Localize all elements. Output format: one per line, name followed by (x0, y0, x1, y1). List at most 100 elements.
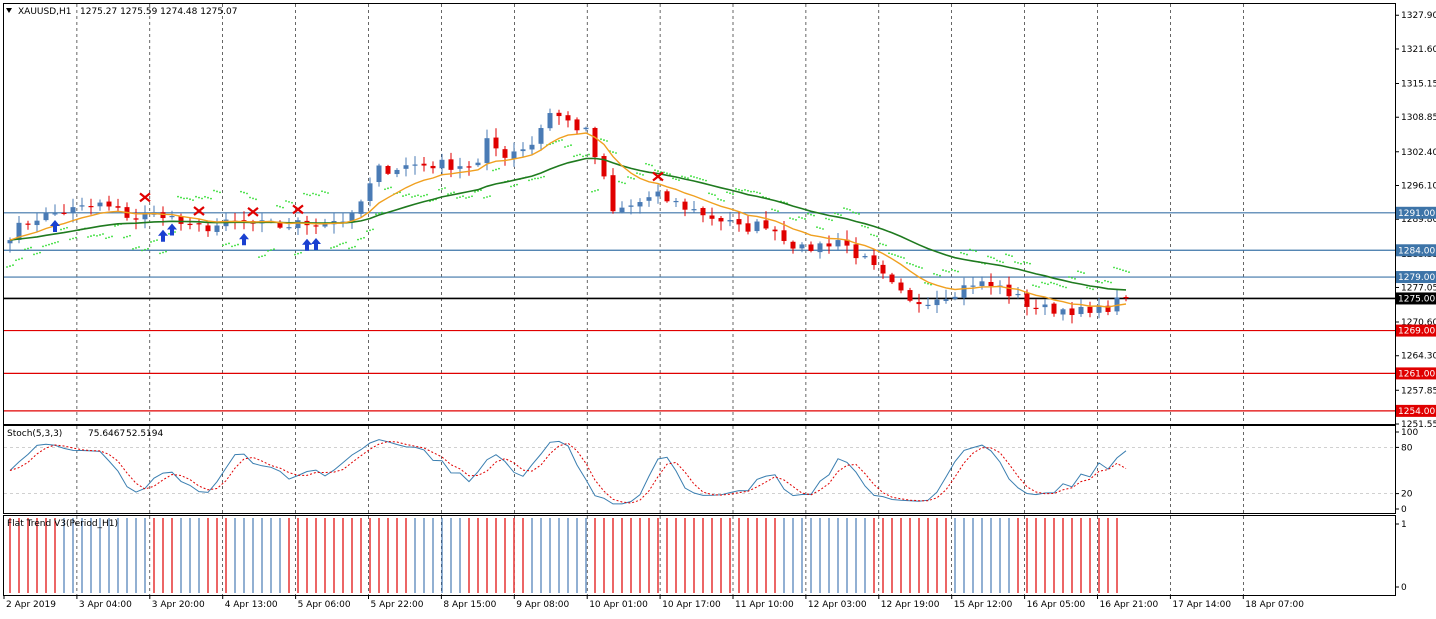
sell-cross-icon (292, 204, 304, 215)
psar-dot (588, 153, 590, 156)
signal-arrows (50, 171, 664, 251)
psar-dot (318, 194, 320, 197)
psar-dot (1074, 277, 1076, 280)
psar-dot (798, 216, 800, 219)
candle-body (556, 112, 562, 117)
psar-dot (255, 198, 257, 201)
psar-dot (198, 196, 200, 199)
x-tick-label: 16 Apr 21:00 (1100, 600, 1159, 610)
psar-dot (663, 171, 665, 174)
psar-dot (744, 189, 746, 191)
chart-menu-triangle-icon[interactable] (6, 8, 12, 13)
candle-body (358, 201, 364, 214)
psar-dot (966, 253, 968, 256)
psar-dot (771, 208, 773, 211)
psar-dot (48, 243, 50, 246)
psar-dot (1014, 261, 1016, 263)
candle-body (673, 200, 679, 203)
psar-dot (879, 242, 881, 245)
psar-dot (999, 260, 1001, 263)
psar-dot (924, 281, 926, 284)
psar-dot (942, 269, 944, 271)
psar-dot (849, 209, 851, 211)
x-tick-label: 18 Apr 07:00 (1245, 600, 1304, 610)
candle-body (97, 202, 103, 207)
psar-dot (330, 247, 332, 249)
psar-dot (1062, 285, 1064, 288)
psar-dot (213, 189, 215, 192)
psar-dot (1056, 283, 1058, 286)
psar-dot (33, 253, 35, 256)
x-tick-label: 3 Apr 04:00 (79, 600, 132, 610)
sell-cross-icon (139, 192, 151, 203)
psar-dot (711, 193, 713, 196)
psar-dot (1092, 288, 1094, 291)
candle-body (808, 244, 814, 251)
psar-dot (648, 163, 650, 166)
time-axis: 2 Apr 2019 3 Apr 04:00 3 Apr 20:00 4 Apr 13… (3, 595, 1304, 610)
psar-dot (75, 236, 77, 239)
stoch-k-value: 75.6467 (88, 429, 125, 439)
psar-dot (93, 234, 95, 237)
psar-dot (24, 248, 26, 251)
candle-body (277, 221, 283, 228)
psar-dot (801, 217, 803, 219)
candle-body (547, 113, 553, 129)
psar-dot (99, 234, 101, 236)
candle-body (925, 304, 931, 307)
psar-dot (996, 259, 998, 262)
price-tick-label: 1264.30 (1401, 352, 1436, 362)
candle-body (394, 169, 400, 175)
psar-dot (288, 200, 290, 203)
psar-dot (534, 177, 536, 180)
psar-dot (573, 155, 575, 158)
psar-dot (576, 154, 578, 157)
psar-dot (891, 253, 893, 256)
psar-dot (807, 212, 809, 215)
psar-dot (168, 232, 170, 235)
psar-dot (102, 233, 104, 235)
psar-dot (345, 241, 347, 244)
psar-dot (342, 242, 344, 245)
level-flag-label: 1284.00 (1398, 246, 1435, 256)
flat-trend-bars (9, 518, 1118, 593)
psar-dot (186, 197, 188, 200)
psar-dot (633, 177, 635, 180)
buy-arrow-icon (167, 223, 177, 236)
psar-dot (867, 226, 869, 229)
psar-dot (714, 194, 716, 197)
parabolic-sar (6, 138, 1130, 291)
psar-dot (708, 192, 710, 195)
psar-dot (105, 237, 107, 240)
psar-dot (411, 196, 413, 198)
psar-dot (1002, 261, 1004, 264)
psar-dot (138, 246, 140, 248)
psar-dot (1041, 281, 1043, 284)
candle-body (907, 290, 913, 301)
psar-dot (15, 259, 17, 262)
ma-slow-line (9, 157, 1127, 291)
psar-dot (402, 195, 404, 197)
psar-dot (384, 188, 386, 191)
psar-dot (387, 187, 389, 190)
psar-dot (174, 231, 176, 233)
candle-body (25, 223, 31, 225)
psar-dot (474, 191, 476, 193)
level-price-labels: 1291.00 1284.00 1279.00 1275.00 1269.00 1261.… (1396, 206, 1436, 417)
psar-dot (906, 262, 908, 264)
candle-body (592, 127, 598, 158)
candle-body (52, 213, 58, 215)
candle-body (169, 215, 175, 218)
psar-dot (162, 251, 164, 254)
candle-body (376, 165, 382, 183)
psar-dot (381, 211, 383, 214)
psar-dot (600, 138, 602, 141)
psar-dot (975, 250, 977, 253)
stoch-d-value: 52.5194 (126, 429, 163, 439)
candle-body (691, 209, 697, 211)
candle-body (583, 127, 589, 130)
buy-arrow-icon (50, 220, 60, 233)
psar-dot (321, 190, 323, 193)
psar-dot (111, 235, 113, 238)
